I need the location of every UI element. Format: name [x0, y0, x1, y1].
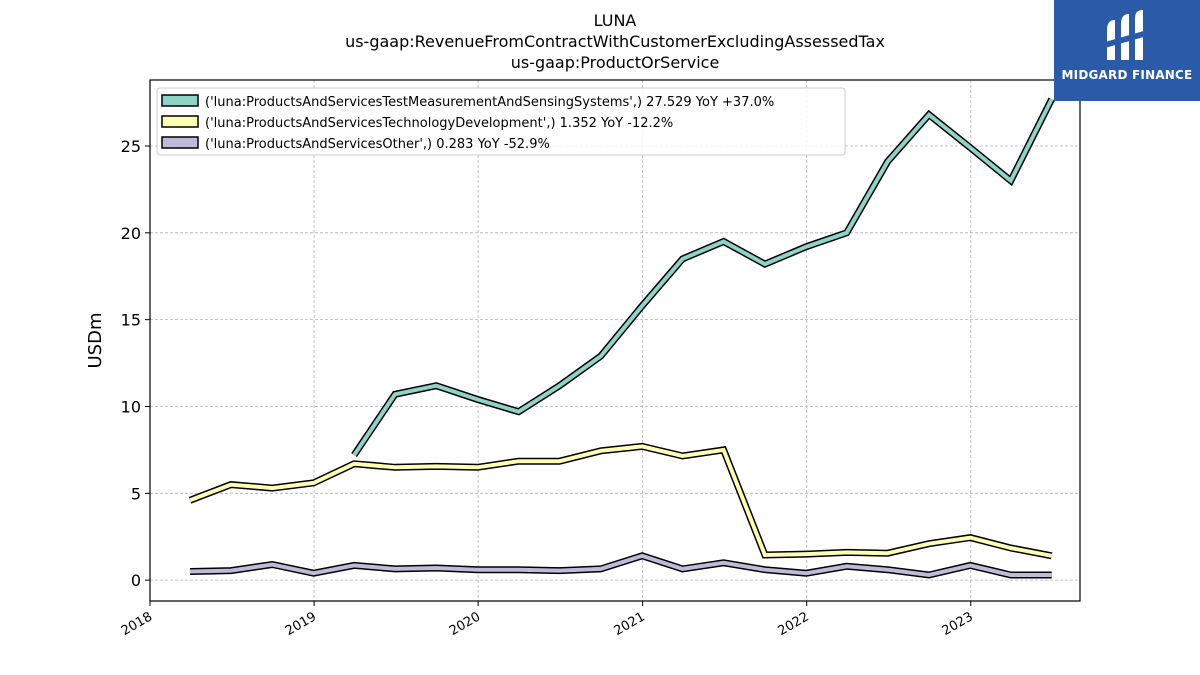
series-line-0 — [352, 98, 1054, 457]
y-tick-label-0: 0 — [131, 571, 141, 590]
series-outline-1 — [188, 442, 1053, 560]
y-tick-label-10: 10 — [121, 397, 141, 416]
plot-frame — [149, 79, 1081, 602]
legend-label-2: ('luna:ProductsAndServicesOther',) 0.283… — [205, 137, 550, 152]
x-tick-label-2020: 2020 — [447, 609, 483, 639]
chart-title-line-1: LUNA — [593, 11, 637, 30]
series-line-2 — [189, 553, 1052, 578]
x-tick-label-2021: 2021 — [611, 609, 647, 639]
chart-title-line-3: us-gaap:ProductOrService — [510, 53, 720, 72]
x-tick-label-2018: 2018 — [119, 609, 155, 639]
y-axis-label: USDm — [85, 313, 106, 369]
y-tick-label-25: 25 — [121, 137, 141, 156]
midgard-logo-icon — [1105, 10, 1147, 60]
legend-label-0: ('luna:ProductsAndServicesTestMeasuremen… — [205, 95, 774, 110]
series-line-1 — [189, 444, 1053, 558]
y-tick-label-20: 20 — [121, 224, 141, 243]
y-tick-label-5: 5 — [131, 484, 141, 503]
legend-box — [156, 87, 846, 156]
legend-swatch-1 — [161, 115, 199, 128]
logo-text: MIDGARD FINANCE — [1061, 68, 1193, 82]
brand-logo: MIDGARD FINANCE — [1054, 0, 1200, 101]
x-tick-label-2019: 2019 — [283, 609, 319, 639]
legend-swatch-0 — [161, 94, 199, 107]
chart-title-line-2: us-gaap:RevenueFromContractWithCustomerE… — [345, 32, 885, 51]
legend-label-1: ('luna:ProductsAndServicesTechnologyDeve… — [205, 116, 673, 131]
y-tick-label-15: 15 — [121, 311, 141, 330]
x-tick-label-2023: 2023 — [940, 609, 976, 639]
x-tick-label-2022: 2022 — [776, 609, 812, 639]
legend-swatch-2 — [161, 136, 199, 149]
